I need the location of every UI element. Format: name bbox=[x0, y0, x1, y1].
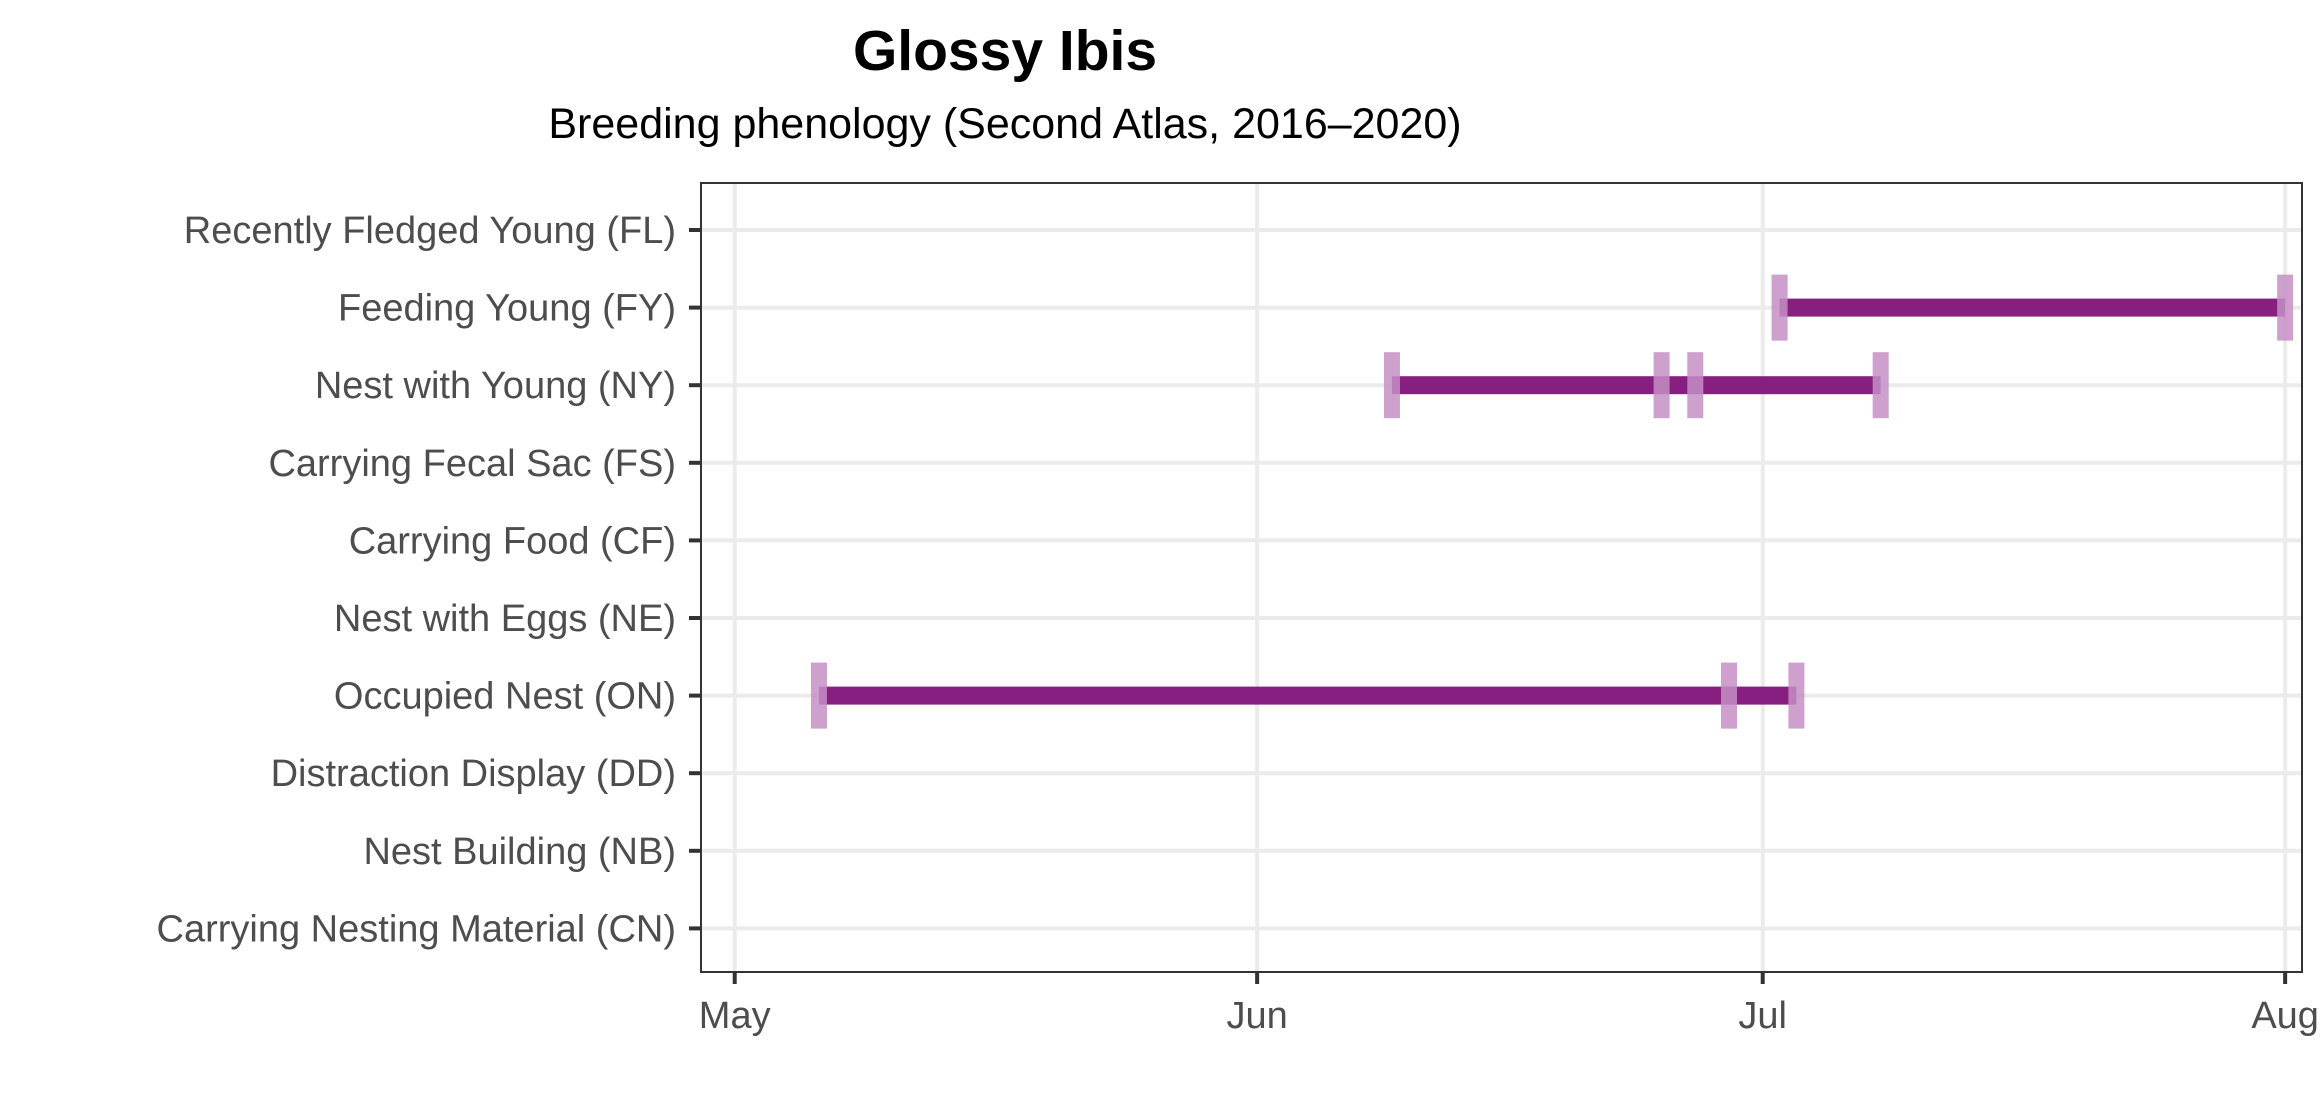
axis-layer: Recently Fledged Young (FL) Feeding Young… bbox=[157, 210, 2319, 1037]
y-tick-label: Recently Fledged Young (FL) bbox=[184, 210, 676, 252]
y-tick-label: Feeding Young (FY) bbox=[338, 288, 676, 330]
y-tick-label: Occupied Nest (ON) bbox=[334, 676, 676, 718]
x-tick-label: Jun bbox=[1226, 995, 1287, 1037]
range-bar bbox=[1391, 376, 1881, 395]
observation-marker bbox=[1872, 352, 1889, 419]
x-tick-label: Aug bbox=[2251, 995, 2319, 1037]
chart-subtitle: Breeding phenology (Second Atlas, 2016–2… bbox=[548, 100, 1462, 148]
y-tick-label: Nest with Eggs (NE) bbox=[334, 598, 676, 640]
y-tick-label: Nest Building (NB) bbox=[363, 831, 676, 873]
y-tick-label: Nest with Young (NY) bbox=[315, 365, 676, 407]
range-bar bbox=[1779, 298, 2286, 317]
observation-marker bbox=[1721, 662, 1738, 729]
mark-layer bbox=[810, 274, 2294, 729]
y-tick-label: Carrying Food (CF) bbox=[349, 520, 676, 562]
observation-marker bbox=[1788, 662, 1805, 729]
y-tick-label: Carrying Nesting Material (CN) bbox=[157, 908, 676, 950]
x-tick-label: Jul bbox=[1738, 995, 1787, 1037]
y-tick-label: Carrying Fecal Sac (FS) bbox=[268, 443, 676, 485]
observation-marker bbox=[1687, 352, 1704, 419]
chart-title: Glossy Ibis bbox=[852, 19, 1158, 83]
observation-marker bbox=[2277, 274, 2294, 341]
x-tick-label: May bbox=[699, 995, 771, 1037]
observation-marker bbox=[1383, 352, 1400, 419]
observation-marker bbox=[1771, 274, 1788, 341]
observation-marker bbox=[1653, 352, 1670, 419]
observation-marker bbox=[810, 662, 827, 729]
y-tick-label: Distraction Display (DD) bbox=[271, 753, 676, 795]
range-bar bbox=[818, 686, 1797, 705]
plot-frame bbox=[700, 182, 2303, 973]
